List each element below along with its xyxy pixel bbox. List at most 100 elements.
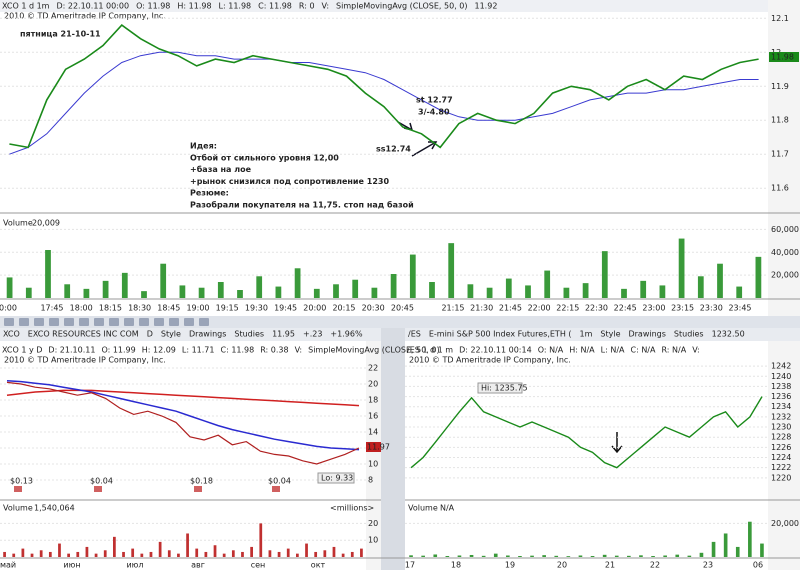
volume-bar	[103, 550, 107, 557]
y-tick-label: 1238	[771, 382, 791, 391]
toolbar-field: E-mini S&P 500 Index Futures,ETH (	[429, 330, 572, 339]
toolbar-field: +1.96%	[330, 330, 363, 339]
annotation: +база на лое	[190, 164, 252, 174]
x-tick-label: 18:15	[99, 304, 122, 313]
toolbar-button[interactable]	[109, 318, 119, 326]
volume-bar	[481, 555, 486, 557]
toolbar[interactable]	[0, 316, 800, 328]
toolbar-field: Drawings	[628, 330, 665, 339]
toolbar-button[interactable]	[34, 318, 44, 326]
event-icon[interactable]	[194, 486, 202, 492]
y-tick-label: 14	[368, 428, 378, 437]
volume-bar	[697, 276, 704, 298]
toolbar-button[interactable]	[19, 318, 29, 326]
x-tick-label: 23:45	[728, 304, 751, 313]
volume-bar	[639, 555, 643, 557]
event-icon[interactable]	[272, 486, 280, 492]
panel-label: Volume	[3, 219, 33, 228]
volume-bar	[83, 288, 90, 298]
volume-bar	[12, 553, 16, 557]
x-tick-label: 17:45	[40, 304, 63, 313]
event-icon[interactable]	[14, 486, 22, 492]
toolbar-button[interactable]	[154, 318, 164, 326]
toolbar-button[interactable]	[124, 318, 134, 326]
right-axis-bg	[768, 341, 800, 570]
header-field: O: N/A	[538, 346, 564, 355]
annotation: Отбой от сильного уровня 12,00	[190, 152, 339, 162]
annotation: +рынок снизился под сопротивление 1230	[190, 177, 389, 186]
toolbar-button[interactable]	[79, 318, 89, 326]
volume-bar	[678, 238, 685, 298]
toolbar-button[interactable]	[184, 318, 194, 326]
toolbar-button[interactable]	[199, 318, 209, 326]
volume-bar	[486, 287, 493, 298]
header-field: 11.92	[475, 2, 498, 11]
x-tick-label: 22:45	[614, 304, 637, 313]
volume-bar	[717, 263, 723, 298]
volume-bar	[614, 555, 619, 557]
header-field: R: N/A	[661, 346, 686, 355]
x-tick-label: 19:00	[186, 304, 209, 313]
header-field: C: N/A	[631, 346, 657, 355]
volume-bar	[286, 548, 290, 557]
header-field: O: 11.98	[136, 2, 170, 11]
x-tick-label: май	[0, 561, 16, 570]
x-tick-label: 21:45	[499, 304, 522, 313]
header-field: XCO 1 y D	[2, 346, 42, 355]
annotation: Идея:	[190, 142, 217, 151]
volume-bar	[48, 551, 52, 557]
y-tick-label: 1232	[771, 412, 791, 421]
toolbar-button[interactable]	[49, 318, 59, 326]
header-field: /ES 1 d 1 m	[407, 346, 453, 355]
volume-bar	[64, 284, 71, 298]
volume-bar	[195, 548, 199, 557]
price-line	[9, 24, 759, 149]
annotation: Резюме:	[190, 189, 229, 198]
toolbar-field: D	[147, 330, 153, 339]
volume-bar	[627, 555, 631, 557]
volume-bar	[275, 286, 282, 298]
x-tick-label: 22:00	[528, 304, 551, 313]
y-tick-label: 1230	[771, 423, 791, 432]
y-tick-label: 11.6	[771, 184, 789, 193]
volume-bar	[250, 546, 253, 557]
header-field: XCO 1 d 1m	[2, 2, 50, 11]
toolbar-button[interactable]	[169, 318, 179, 326]
y-tick-label: 16	[368, 412, 378, 421]
right-toolbar[interactable]	[405, 328, 800, 341]
y-tick-label: 11.7	[771, 150, 789, 159]
volume-bar	[544, 270, 551, 298]
panel-label: Volume	[408, 504, 438, 513]
volume-bar	[186, 533, 189, 557]
volume-bar	[256, 276, 263, 298]
x-tick-label: 17	[405, 561, 415, 570]
x-tick-label: авг	[191, 561, 205, 570]
x-tick-label: 20:45	[391, 304, 414, 313]
volume-bar	[675, 554, 680, 557]
low-tag	[317, 472, 355, 484]
main-header-bg	[0, 0, 768, 12]
x-tick-label: 21:30	[470, 304, 493, 313]
toolbar-button[interactable]	[4, 318, 14, 326]
y-tick-label: 20,000	[771, 271, 799, 280]
x-tick-label: 06	[753, 561, 763, 570]
y-tick-label: 11.8	[771, 116, 789, 125]
volume-bar	[141, 291, 147, 298]
volume-bar	[30, 553, 34, 557]
volume-bar	[506, 555, 510, 557]
y-tick-label: 20	[368, 519, 378, 528]
toolbar-button[interactable]	[94, 318, 104, 326]
y-tick-label: 60,000	[771, 225, 799, 234]
volume-bar	[448, 243, 455, 298]
volume-bar	[217, 282, 224, 298]
volume-bar	[640, 280, 647, 298]
x-tick-label: 19	[505, 561, 515, 570]
volume-bar	[323, 550, 327, 557]
left-toolbar[interactable]	[0, 328, 381, 341]
y-tick-label: 12.1	[771, 14, 789, 23]
event-icon[interactable]	[94, 486, 102, 492]
x-tick-label: 23	[703, 561, 713, 570]
toolbar-button[interactable]	[64, 318, 74, 326]
volume-bar	[409, 254, 416, 298]
toolbar-button[interactable]	[139, 318, 149, 326]
